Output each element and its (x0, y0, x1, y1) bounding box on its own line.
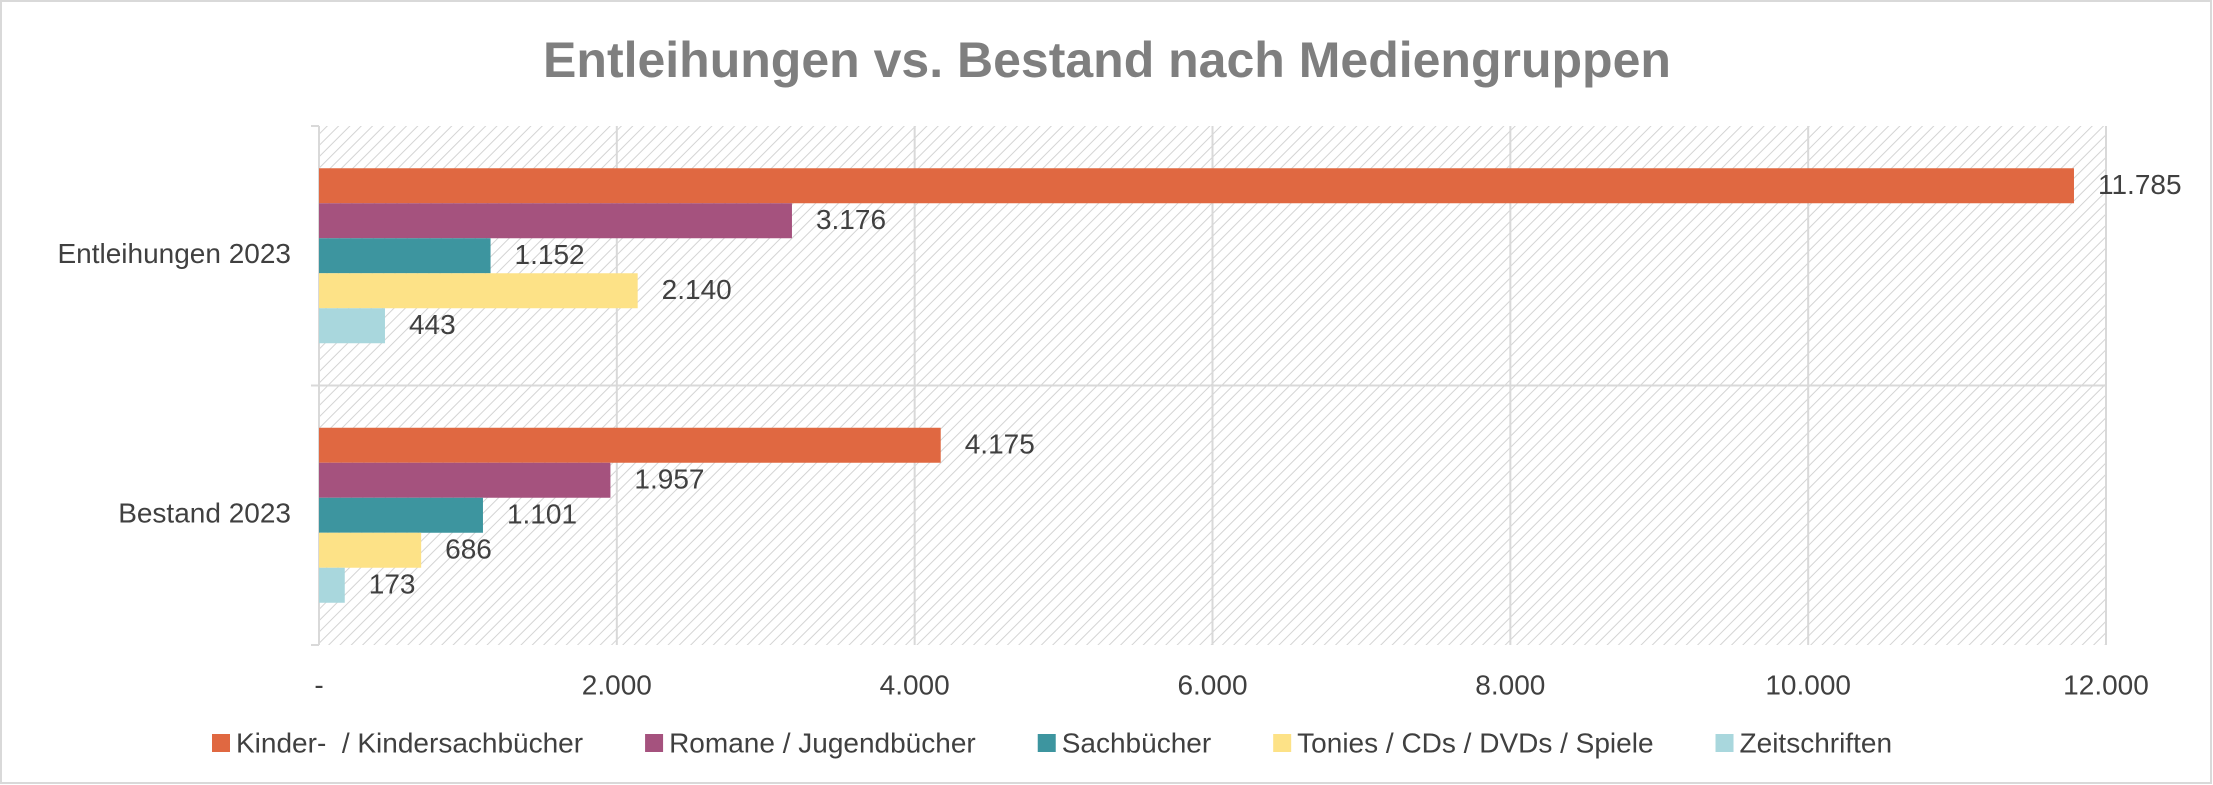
x-tick-label: 10.000 (1765, 669, 1851, 700)
data-label: 3.176 (816, 204, 886, 235)
bar (319, 168, 2074, 204)
bar (319, 238, 491, 274)
data-label: 173 (369, 569, 416, 600)
y-tick-label: Bestand 2023 (118, 498, 291, 529)
legend-swatch (1037, 734, 1056, 752)
data-label: 686 (445, 534, 492, 565)
data-label: 4.175 (965, 429, 1035, 460)
legend-swatch (1715, 734, 1734, 752)
x-tick-label: 12.000 (2063, 669, 2149, 700)
data-label: 1.101 (507, 499, 577, 530)
bar (319, 462, 611, 498)
chart-title: Entleihungen vs. Bestand nach Mediengrup… (543, 32, 1671, 88)
x-tick-label: - (314, 669, 323, 700)
x-tick-label: 6.000 (1177, 669, 1247, 700)
y-tick-label: Entleihungen 2023 (57, 238, 291, 269)
bar (319, 427, 941, 463)
bar (319, 567, 345, 603)
x-tick-label: 4.000 (880, 669, 950, 700)
legend-label: Tonies / CDs / DVDs / Spiele (1297, 727, 1653, 758)
bar (319, 497, 483, 533)
bar (319, 273, 638, 309)
x-tick-label: 8.000 (1475, 669, 1545, 700)
legend-swatch (1273, 734, 1292, 752)
bar (319, 532, 422, 568)
legend-swatch (645, 734, 664, 752)
legend-label: Kinder- / Kindersachbücher (236, 727, 583, 758)
data-label: 1.957 (634, 464, 704, 495)
legend-label: Sachbücher (1062, 727, 1211, 758)
data-label: 11.785 (2098, 169, 2182, 200)
bar (319, 203, 792, 239)
data-label: 1.152 (515, 239, 585, 270)
data-label: 443 (409, 309, 456, 340)
legend-label: Romane / Jugendbücher (669, 727, 976, 758)
legend-label: Zeitschriften (1740, 727, 1893, 758)
x-tick-label: 2.000 (582, 669, 652, 700)
legend-swatch (212, 734, 230, 752)
bar (319, 308, 385, 344)
data-label: 2.140 (662, 274, 732, 305)
